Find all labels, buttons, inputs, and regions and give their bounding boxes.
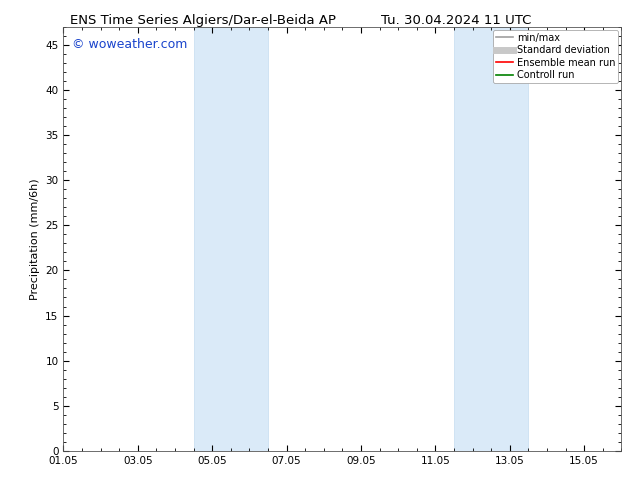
Text: Tu. 30.04.2024 11 UTC: Tu. 30.04.2024 11 UTC [381,14,532,27]
Text: ENS Time Series Algiers/Dar-el-Beida AP: ENS Time Series Algiers/Dar-el-Beida AP [70,14,336,27]
Bar [193,27,268,451]
Text: © woweather.com: © woweather.com [72,38,187,50]
Y-axis label: Precipitation (mm/6h): Precipitation (mm/6h) [30,178,40,300]
Legend: min/max, Standard deviation, Ensemble mean run, Controll run: min/max, Standard deviation, Ensemble me… [493,30,618,83]
Bar [454,27,528,451]
